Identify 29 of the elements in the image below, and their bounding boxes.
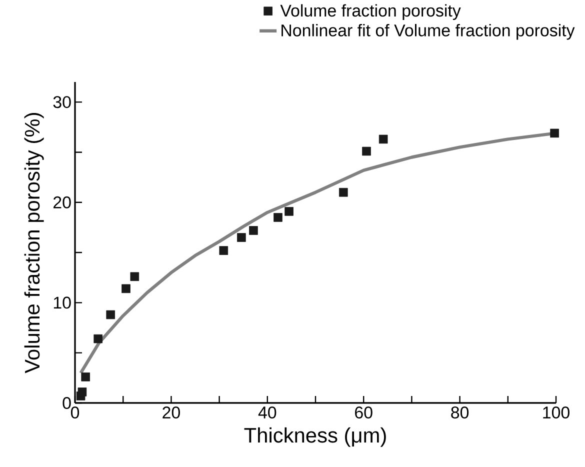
x-tick-label: 20 <box>162 406 180 419</box>
point <box>81 372 90 382</box>
point <box>219 246 228 255</box>
point <box>378 134 388 144</box>
legend-label: Nonlinear fit of Volume fraction porosity <box>282 24 575 40</box>
y-tick-label: 0 <box>62 396 71 409</box>
point <box>249 226 258 235</box>
x-tick-label: 40 <box>258 406 276 419</box>
point <box>106 310 116 320</box>
x-tick-label: 0 <box>70 406 80 419</box>
x-tick-label: 80 <box>451 406 469 419</box>
x-tick-label: 100 <box>543 406 570 419</box>
x-tick-label: 60 <box>355 406 372 419</box>
point <box>274 213 282 222</box>
y-axis-title: Volume fraction porosity (%) <box>24 113 44 374</box>
legend-label: Volume fraction porosity <box>280 4 461 20</box>
point <box>94 334 102 344</box>
point <box>130 272 140 282</box>
x-axis-title: Thickness (μm) <box>244 427 386 447</box>
point <box>550 128 559 138</box>
y-tick-label: 20 <box>54 196 71 208</box>
point <box>78 388 87 396</box>
y-tick-label: 30 <box>53 96 71 108</box>
point <box>122 284 130 294</box>
point <box>237 233 246 242</box>
point <box>339 188 348 197</box>
y-tick-label: 10 <box>54 296 71 309</box>
point <box>362 146 371 156</box>
point <box>284 207 294 216</box>
